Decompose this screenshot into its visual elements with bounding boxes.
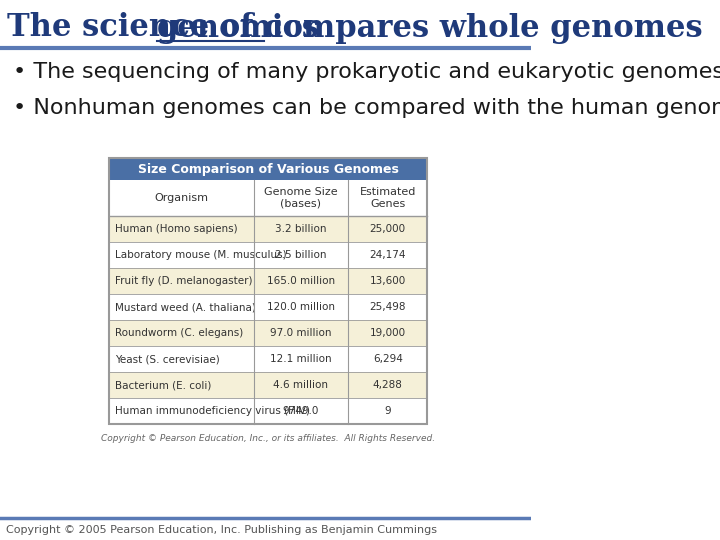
Text: 9: 9 bbox=[384, 406, 391, 416]
Text: 9749.0: 9749.0 bbox=[282, 406, 319, 416]
Text: 4.6 million: 4.6 million bbox=[273, 380, 328, 390]
Text: 19,000: 19,000 bbox=[369, 328, 406, 338]
Text: Estimated
Genes: Estimated Genes bbox=[359, 187, 416, 209]
Text: 2.5 billion: 2.5 billion bbox=[275, 250, 326, 260]
Text: genomics: genomics bbox=[157, 12, 320, 44]
FancyBboxPatch shape bbox=[109, 180, 428, 216]
Text: 3.2 billion: 3.2 billion bbox=[275, 224, 326, 234]
Text: The science of: The science of bbox=[7, 12, 253, 44]
Text: 4,288: 4,288 bbox=[373, 380, 402, 390]
Text: Fruit fly (D. melanogaster): Fruit fly (D. melanogaster) bbox=[115, 276, 253, 286]
FancyBboxPatch shape bbox=[109, 320, 428, 346]
FancyBboxPatch shape bbox=[109, 158, 428, 180]
Text: 97.0 million: 97.0 million bbox=[270, 328, 331, 338]
Text: 165.0 million: 165.0 million bbox=[266, 276, 335, 286]
Text: 6,294: 6,294 bbox=[373, 354, 402, 364]
FancyBboxPatch shape bbox=[109, 216, 428, 242]
Text: 13,600: 13,600 bbox=[369, 276, 406, 286]
Text: 25,498: 25,498 bbox=[369, 302, 406, 312]
Text: Copyright © 2005 Pearson Education, Inc. Publishing as Benjamin Cummings: Copyright © 2005 Pearson Education, Inc.… bbox=[6, 525, 437, 535]
Text: Human immunodeficiency virus (HIV): Human immunodeficiency virus (HIV) bbox=[115, 406, 310, 416]
FancyBboxPatch shape bbox=[109, 294, 428, 320]
Text: 25,000: 25,000 bbox=[369, 224, 406, 234]
Text: • The sequencing of many prokaryotic and eukaryotic genomes: • The sequencing of many prokaryotic and… bbox=[13, 62, 720, 82]
Text: Yeast (S. cerevisiae): Yeast (S. cerevisiae) bbox=[115, 354, 220, 364]
FancyBboxPatch shape bbox=[109, 372, 428, 398]
Text: Laboratory mouse (M. musculus): Laboratory mouse (M. musculus) bbox=[115, 250, 287, 260]
Text: Copyright © Pearson Education, Inc., or its affiliates.  All Rights Reserved.: Copyright © Pearson Education, Inc., or … bbox=[102, 434, 436, 443]
FancyBboxPatch shape bbox=[109, 242, 428, 268]
Text: 24,174: 24,174 bbox=[369, 250, 406, 260]
Text: 12.1 million: 12.1 million bbox=[270, 354, 331, 364]
FancyBboxPatch shape bbox=[109, 398, 428, 424]
Bar bbox=[109, 158, 428, 424]
Text: Size Comparison of Various Genomes: Size Comparison of Various Genomes bbox=[138, 163, 399, 176]
Text: Roundworm (C. elegans): Roundworm (C. elegans) bbox=[115, 328, 243, 338]
FancyBboxPatch shape bbox=[109, 346, 428, 372]
Text: Human (Homo sapiens): Human (Homo sapiens) bbox=[115, 224, 238, 234]
Text: compares whole genomes: compares whole genomes bbox=[264, 12, 703, 44]
Text: 120.0 million: 120.0 million bbox=[266, 302, 335, 312]
Text: Mustard weed (A. thaliana): Mustard weed (A. thaliana) bbox=[115, 302, 256, 312]
Text: Genome Size
(bases): Genome Size (bases) bbox=[264, 187, 338, 209]
Text: • Nonhuman genomes can be compared with the human genome: • Nonhuman genomes can be compared with … bbox=[13, 98, 720, 118]
Text: Organism: Organism bbox=[154, 193, 208, 203]
FancyBboxPatch shape bbox=[109, 268, 428, 294]
Text: Bacterium (E. coli): Bacterium (E. coli) bbox=[115, 380, 212, 390]
